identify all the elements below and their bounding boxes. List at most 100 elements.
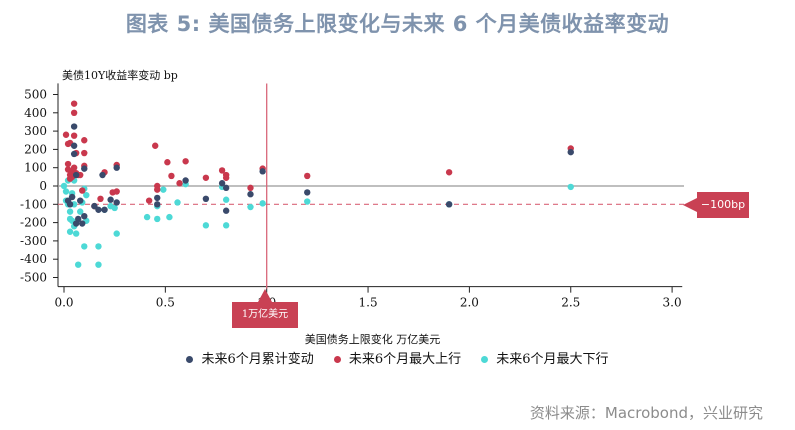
data-point [81,243,88,250]
data-point [70,164,78,171]
chart-title: 图表 5: 美国债务上限变化与未来 6 个月美债收益率变动 [125,12,670,36]
data-point [247,203,254,211]
data-point [95,243,102,250]
data-point [202,195,210,203]
x-tick-label: 1.5 [359,296,378,310]
data-point [74,261,82,268]
legend-label: 未来6个月最大上行 [348,352,462,367]
data-point [567,183,574,191]
data-point [567,148,574,156]
data-point [166,213,173,221]
data-point [81,165,88,172]
data-point [164,159,171,166]
source-note: 资料来源：Macrobond，兴业研究 [529,404,763,422]
legend-dot-icon [333,356,341,363]
data-point [79,220,86,227]
y-tick-label: 400 [24,106,47,120]
axes: 500 400 300 200 100 0 -100 -200 -300 -400 -500 0.0 0… [20,83,684,310]
data-point [247,191,254,198]
data-point [222,222,230,229]
data-point [222,184,230,192]
data-point [445,169,453,176]
data-point [72,171,80,179]
data-point [66,228,74,235]
data-point [68,193,76,201]
data-point [218,180,226,187]
data-point [70,150,78,158]
data-point [202,174,210,181]
legend-dot-icon [481,356,489,363]
y-tick-label: -400 [20,252,47,266]
x-tick-label: 0.0 [54,296,73,310]
x-tick-label: 2.5 [561,296,580,310]
data-point [64,160,72,168]
data-point [70,142,78,149]
data-point [113,230,120,237]
data-point [97,195,104,203]
data-point [70,100,78,107]
y-tick-label: -500 [20,271,47,285]
data-point [304,172,311,180]
x-tick-label: 0.5 [156,296,175,310]
data-point [81,137,88,144]
y-axis-label: 美债10Y收益率变动 bp [62,69,178,82]
data-point [79,187,86,194]
data-point [113,188,120,195]
data-point [145,197,153,204]
data-point [304,198,311,205]
data-point [154,215,161,223]
data-point [154,186,161,193]
data-point [101,206,108,213]
legend-item-cumulative[interactable]: 未来6个月累计变动 [186,348,314,367]
data-point [70,132,78,139]
x-tick-label: 3.0 [663,296,682,310]
data-point [99,171,106,179]
data-point [72,230,80,237]
data-point [182,158,189,165]
data-point [60,182,68,190]
data-point [182,177,189,184]
legend: 未来6个月累计变动 未来6个月最大上行 未来6个月最大下行 [0,348,795,367]
data-point [218,167,226,174]
data-point [70,123,78,130]
data-point [143,213,151,221]
data-point [74,215,82,223]
data-point [62,188,70,195]
hline-label-tag: −100bp [683,192,749,218]
data-point [77,197,84,204]
data-point [168,172,175,180]
data-point [77,208,84,215]
data-point [259,168,266,175]
data-point [445,201,453,208]
data-point [66,208,74,215]
data-point [83,191,90,199]
y-tick-label: 100 [24,161,47,175]
data-point [107,196,114,203]
data-point [70,109,78,117]
legend-item-max-up[interactable]: 未来6个月最大上行 [333,348,462,367]
data-point [222,196,230,203]
data-point [91,202,98,210]
scatter-plot: 500 400 300 200 100 0 -100 -200 -300 -400 -500 0.0 0… [20,83,684,310]
data-point [113,164,120,171]
y-tick-label: 500 [24,88,47,102]
data-point [202,222,210,229]
legend-label: 未来6个月累计变动 [201,352,314,367]
data-point [160,186,167,193]
y-tick-label: 300 [24,124,47,138]
data-point [81,212,88,220]
data-point [111,204,118,212]
data-point [113,199,120,206]
data-point [152,142,159,149]
y-tick-label: -200 [20,216,47,230]
vline-label-tag: 1万亿美元 [232,289,298,328]
data-point [174,199,181,206]
reference-lines [58,83,684,289]
y-tick-label: -300 [20,234,47,248]
legend-item-max-down[interactable]: 未来6个月最大下行 [481,348,609,367]
x-axis-label: 美国债务上限变化 万亿美元 [304,333,441,346]
data-point [176,180,183,187]
data-point [95,206,102,213]
data-point [304,189,311,196]
data-point [154,194,161,202]
